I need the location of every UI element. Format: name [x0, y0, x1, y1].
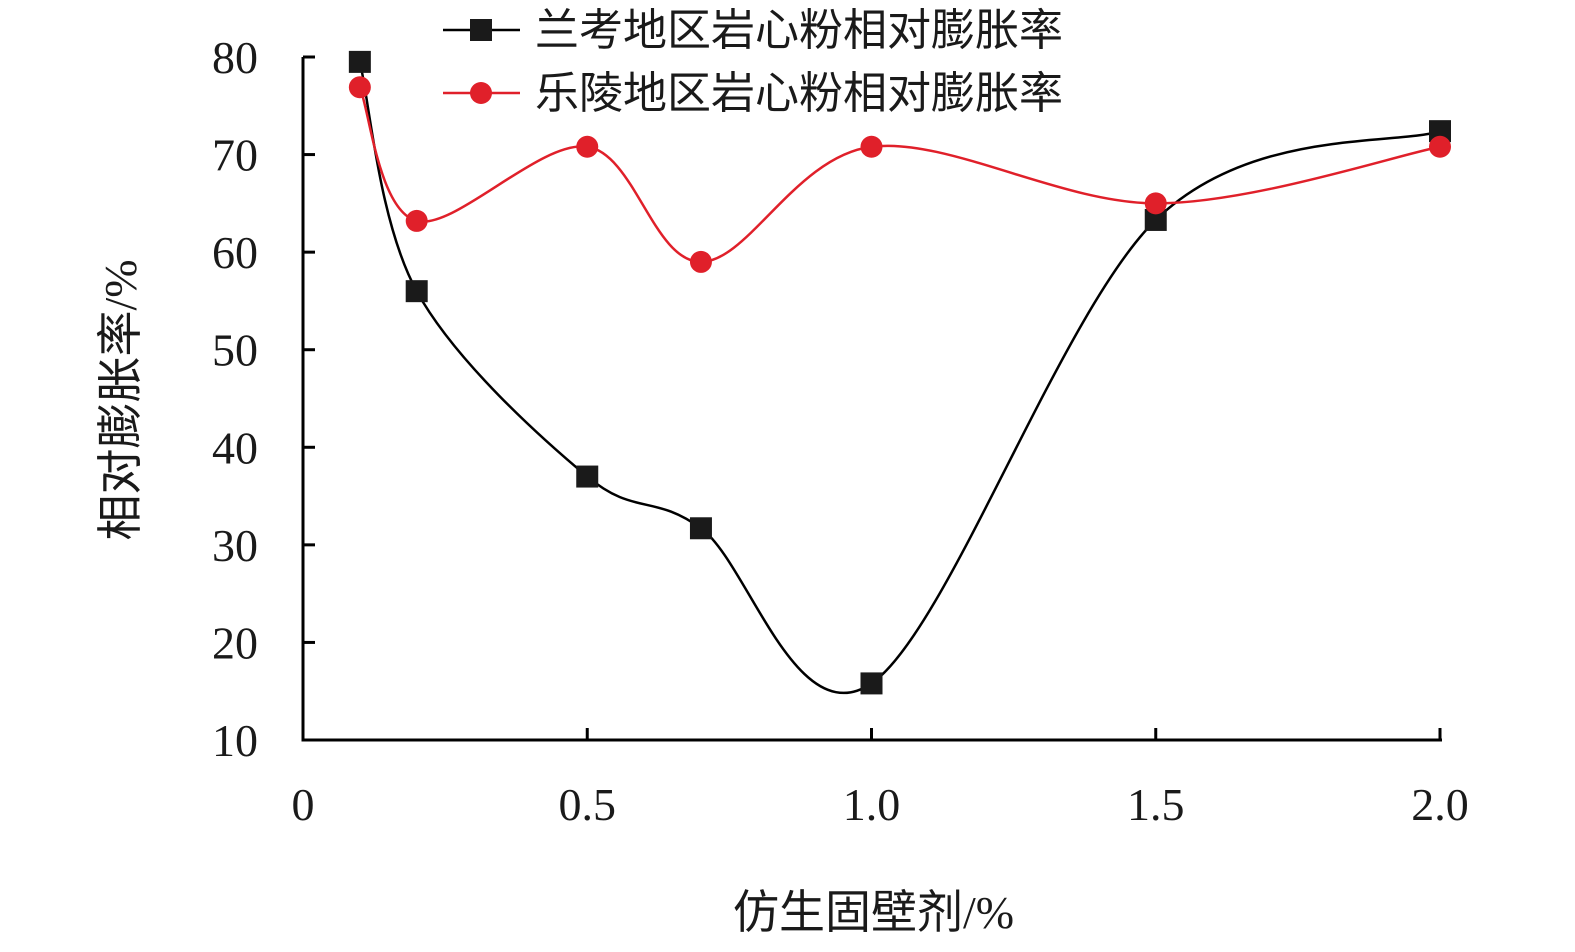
- x-tick-label: 1.5: [1127, 779, 1185, 830]
- data-point: [405, 209, 428, 232]
- data-point: [689, 517, 712, 540]
- data-point: [576, 465, 599, 488]
- y-tick-label: 80: [212, 32, 258, 83]
- y-tick-label: 70: [212, 130, 258, 181]
- legend-item: 乐陵地区岩心粉相对膨胀率: [443, 69, 1063, 118]
- y-tick-label: 50: [212, 325, 258, 376]
- y-axis-title: 相对膨胀率/%: [95, 259, 146, 540]
- data-point: [689, 250, 712, 273]
- series-1: [348, 50, 1451, 695]
- legend-marker: [470, 82, 492, 104]
- y-tick-label: 30: [212, 520, 258, 571]
- x-tick-label: 2.0: [1411, 779, 1469, 830]
- data-point: [348, 76, 371, 99]
- data-point: [348, 50, 371, 73]
- y-tick-label: 40: [212, 422, 258, 473]
- data-point: [1144, 208, 1167, 231]
- x-tick-label: 0.5: [559, 779, 617, 830]
- legend-item: 兰考地区岩心粉相对膨胀率: [443, 6, 1063, 55]
- data-point: [1429, 120, 1451, 143]
- axes: [301, 57, 1442, 742]
- x-axis-title: 仿生固壁剂/%: [733, 887, 1014, 938]
- y-tick-label: 60: [212, 227, 258, 278]
- data-point: [860, 672, 883, 695]
- data-point: [1144, 192, 1167, 215]
- data-point: [576, 135, 599, 158]
- series: [348, 50, 1451, 695]
- legend-label: 乐陵地区岩心粉相对膨胀率: [535, 69, 1063, 118]
- ticks: 10 20 30 40 50 60 70 80 0 0.5 1.0 1.5 2.0: [212, 32, 1469, 830]
- data-point: [1429, 135, 1451, 158]
- legend-marker: [470, 19, 492, 41]
- y-tick-label: 20: [212, 617, 258, 668]
- x-tick-label: 1.0: [843, 779, 901, 830]
- series-line: [358, 86, 1441, 264]
- y-tick-label: 10: [212, 715, 258, 766]
- data-point: [860, 135, 883, 158]
- series-line: [358, 61, 1441, 694]
- data-point: [405, 280, 428, 303]
- x-tick-label: 0: [292, 779, 315, 830]
- series-2: [348, 76, 1451, 273]
- legend-label: 兰考地区岩心粉相对膨胀率: [535, 6, 1063, 55]
